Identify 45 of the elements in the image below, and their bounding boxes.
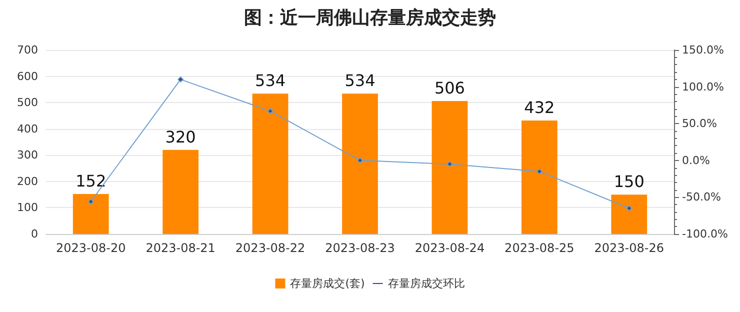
bar [252,94,288,234]
y-tick-label: 0 [31,228,38,240]
legend-label: 存量房成交(套) [290,277,365,290]
y-tick-label: 700 [17,44,38,56]
bar [611,194,648,234]
y-tick-label: 400 [17,122,38,136]
x-tick-label: 2023-08-26 [594,241,664,255]
y-tick-label: 100 [17,201,38,214]
y2-tick-label: 0.0% [682,154,710,167]
bar [72,194,109,234]
chart-title: 图：近一周佛山存量房成交走势 [244,8,496,28]
bar [432,100,468,234]
point [178,76,184,82]
data-label: 320 [165,127,196,146]
point [357,157,363,164]
data-label: 534 [344,71,376,90]
data-label: 506 [434,78,465,98]
legend-label: 存量房成交环比 [388,277,465,290]
y2-tick-label: 50.0% [682,117,717,130]
y-tick-label: 300 [17,148,38,162]
bar [521,120,558,234]
y2-tick-label: -100.0% [682,228,728,240]
point [267,108,274,114]
point [626,205,632,212]
point [446,161,453,168]
data-label: 150 [614,172,644,192]
y2-tick-label: -50.0% [682,190,721,204]
x-tick-label: 2023-08-24 [414,241,485,255]
x-tick-label: 2023-08-22 [235,241,306,255]
y-tick-label: 600 [17,70,38,83]
y-tick-label: 200 [17,174,38,188]
y2-tick-label: 150.0% [682,44,724,56]
data-label: 534 [255,71,286,90]
x-tick-label: 2023-08-21 [146,241,216,255]
y2-tick-label: 100.0% [682,80,724,94]
data-label: 432 [524,98,555,117]
y-tick-label: 500 [17,96,38,110]
data-label: 152 [76,172,106,191]
x-tick-label: 2023-08-23 [325,241,395,255]
x-tick-label: 2023-08-25 [504,241,574,255]
bar [162,150,199,234]
x-tick-label: 2023-08-20 [56,241,126,255]
point [88,198,94,205]
bar [342,94,378,234]
point [536,168,542,174]
